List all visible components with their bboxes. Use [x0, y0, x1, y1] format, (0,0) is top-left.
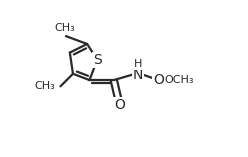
- Text: H: H: [134, 59, 142, 69]
- Text: OCH₃: OCH₃: [165, 75, 194, 85]
- Text: CH₃: CH₃: [54, 23, 75, 33]
- Text: O: O: [153, 73, 164, 87]
- Text: S: S: [93, 53, 102, 67]
- Text: O: O: [114, 98, 125, 112]
- Text: N: N: [133, 68, 143, 82]
- Text: CH₃: CH₃: [34, 81, 55, 91]
